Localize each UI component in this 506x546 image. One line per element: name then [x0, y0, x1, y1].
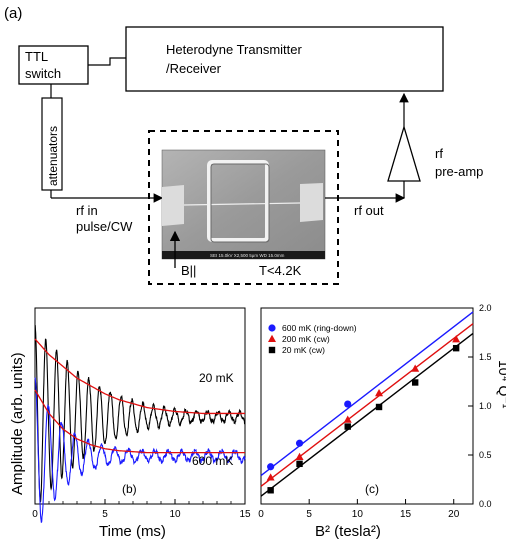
panel-b-series-600mk-label: 600 mK: [192, 454, 233, 468]
b-field-label: B||: [181, 263, 196, 278]
panel-c-xlabel: B² (tesla²): [315, 523, 381, 540]
panel-c-y-tick-label: 2.0: [479, 303, 492, 313]
panel-c-point: [411, 379, 419, 386]
panel-c-point: [452, 344, 460, 352]
panel-c-point: [411, 364, 420, 372]
preamp-triangle: [387, 124, 421, 182]
panel-c-fit-line: [260, 311, 474, 477]
rf-in-label: rf in: [76, 203, 98, 218]
ttl-link-line: [88, 57, 126, 66]
ttl-label: TTL: [25, 49, 48, 64]
panel-c-point: [295, 439, 304, 447]
panel-c-point: [344, 400, 352, 408]
panel-b-fit-20mk: [34, 338, 245, 415]
panel-b-series-20mk-label: 20 mK: [199, 371, 234, 385]
panel-c-legend-marker: [268, 334, 276, 342]
panel-a-label: (a): [4, 5, 22, 22]
panel-c-label: (c): [365, 482, 379, 496]
panel-c-point: [375, 389, 384, 397]
transmitter-box: [125, 26, 444, 92]
cryostat-dashed-box: [148, 130, 339, 285]
rf-out-label: rf out: [354, 203, 384, 218]
panel-b-x-tick-label: 5: [102, 509, 108, 520]
panel-c-legend: 600 mK (ring-down)200 mK (cw)20 mK (cw): [268, 323, 357, 355]
panel-c-x-tick-label: 5: [306, 509, 312, 520]
panel-c-x-tick-label: 20: [448, 509, 460, 520]
panel-c-legend-label: 200 mK (cw): [282, 334, 330, 344]
panel-c-ylabel: 10⁴ Q⁻¹: [496, 360, 506, 409]
panel-b-frame: [34, 307, 246, 505]
panel-c-point: [296, 460, 303, 468]
panel-c-y-tick-label: 1.5: [479, 352, 492, 362]
panel-b-trace-20mk: [34, 325, 246, 504]
sem-image: SEI 15.0kV X2,500 5μm WD 15.0mm: [161, 149, 326, 260]
panel-b-x-tick-label: 0: [32, 509, 38, 520]
preamp-label: pre-amp: [435, 164, 483, 179]
panel-c-legend-label: 600 mK (ring-down): [282, 323, 357, 333]
panel-c-point: [295, 452, 304, 460]
panel-c-point: [266, 473, 275, 481]
panel-c-point: [344, 423, 351, 430]
panel-b-traces: [34, 325, 246, 523]
attenuators-label: attenuators: [46, 126, 60, 186]
panel-c-legend-marker: [268, 346, 276, 354]
panel-c-point: [343, 415, 352, 423]
panel-c-x-tick-label: 15: [400, 509, 412, 520]
panel-c-point: [375, 403, 383, 411]
panel-b-ylabel: Amplitude (arb. units): [9, 352, 26, 495]
panel-b-x-tick-label: 10: [169, 509, 181, 520]
preamp-rf-label: rf: [435, 146, 443, 161]
panel-c-point: [267, 487, 274, 494]
panel-c-y-tick-label: 1.0: [479, 401, 492, 411]
panel-b-xlabel: Time (ms): [99, 523, 166, 540]
panel-b-label: (b): [122, 482, 137, 496]
sem-caption: SEI 15.0kV X2,500 5μm WD 15.0mm: [210, 253, 285, 258]
transmitter-label: Heterodyne Transmitter: [166, 42, 303, 57]
panel-c-x-tick-label: 0: [258, 509, 264, 520]
panel-b: 0 5 10 15 20 mK 600 mK (b) Time (ms) Amplit…: [9, 307, 251, 540]
panel-c-fit-line: [260, 332, 474, 497]
panel-b-x-ticks: 0 5 10 15: [32, 499, 251, 520]
panel-b-fit-600mk: [34, 389, 245, 454]
panel-b-trace-600mk: [34, 377, 246, 523]
panel-c-y-tick-label: 0.0: [479, 499, 492, 509]
panel-c-x-tick-label: 10: [352, 509, 364, 520]
panel-c-points: [266, 335, 461, 494]
panel-c-ticks: 0 5 10 15 20 0.0 0.5 1.0 1.5 2.0: [258, 303, 491, 520]
panel-c-legend-label: 20 mK (cw): [282, 345, 325, 355]
temperature-label: T<4.2K: [259, 263, 302, 278]
panel-c-point: [452, 335, 461, 343]
receiver-label: /Receiver: [166, 61, 222, 76]
panel-c-point: [267, 463, 275, 471]
attenuators-box: [41, 97, 63, 191]
pulse-cw-label: pulse/CW: [76, 219, 133, 234]
panel-c-y-tick-label: 0.5: [479, 450, 492, 460]
panel-c-legend-marker: [268, 324, 276, 332]
panel-a: (a) TTL switch Heterodyne Transmitter /R…: [4, 5, 483, 285]
panel-b-x-tick-label: 15: [239, 509, 251, 520]
switch-label: switch: [25, 66, 61, 81]
panel-c: 0 5 10 15 20 0.0 0.5 1.0 1.5 2.0 600 mK (ring-dow…: [258, 303, 506, 540]
